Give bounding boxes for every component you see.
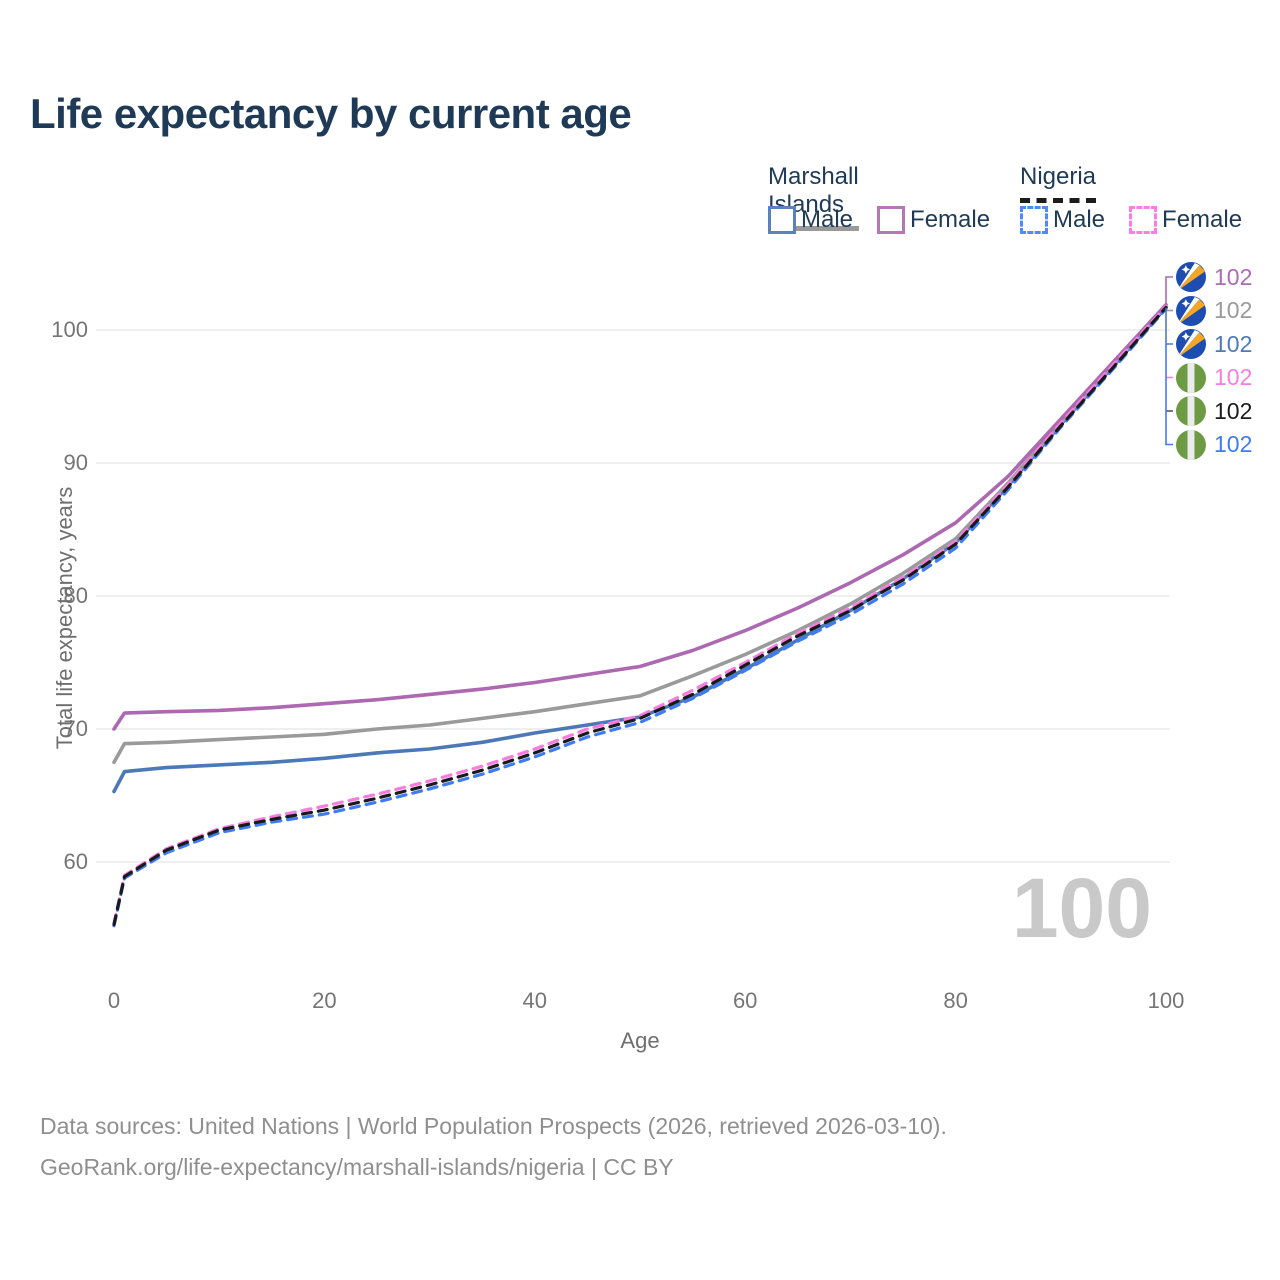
data-source-line-2: GeoRank.org/life-expectancy/marshall-isl… <box>40 1154 674 1180</box>
legend-item-label: Male <box>1053 206 1106 233</box>
end-label-row: 102 <box>1176 362 1253 393</box>
legend-group-marshall-islands: Marshall Islands Male Female <box>768 163 990 234</box>
y-tick-label-100: 100 <box>51 317 88 342</box>
nigeria-flag-icon <box>1176 429 1206 460</box>
end-label-connector <box>1165 307 1173 345</box>
x-tick-label-40: 40 <box>522 988 548 1013</box>
end-value-label: 102 <box>1214 431 1253 457</box>
data-source-line-1: Data sources: United Nations | World Pop… <box>40 1113 947 1139</box>
marshall-islands-flag-icon <box>1176 295 1206 326</box>
end-value-label: 102 <box>1214 364 1253 390</box>
end-label-row: 102 <box>1176 262 1252 292</box>
x-tick-label-100: 100 <box>1147 988 1185 1013</box>
legend-country-label: Marshall Islands <box>768 163 859 231</box>
legend-item-label: Female <box>1162 206 1243 233</box>
series-line-marshall-islands-female <box>112 302 1168 731</box>
legend-swatch-icon <box>1129 206 1158 234</box>
data-source-note: Data sources: United Nations | World Pop… <box>40 1106 947 1188</box>
marshall-islands-flag-icon <box>1176 262 1206 292</box>
legend-swatch-icon <box>877 206 906 234</box>
legend-swatch-icon <box>768 206 796 234</box>
x-tick-label-60: 60 <box>732 988 758 1013</box>
legend-item-label: Female <box>910 206 991 233</box>
y-tick-label-70: 70 <box>63 716 88 741</box>
legend-country-label: Nigeria <box>1020 163 1097 203</box>
y-tick-label-60: 60 <box>63 849 88 874</box>
legend-item-nigeria-male[interactable]: Male <box>1020 206 1105 234</box>
y-tick-label-90: 90 <box>63 450 88 475</box>
legend-item-label: Male <box>801 206 854 233</box>
page-title: Life expectancy by current age <box>30 90 632 137</box>
x-tick-label-80: 80 <box>943 988 968 1013</box>
legend-item-marshall-islands-female[interactable]: Female <box>877 206 990 234</box>
end-label-row: 102 <box>1176 396 1252 426</box>
end-value-label: 102 <box>1214 397 1253 424</box>
current-age-watermark: 100 <box>1011 861 1152 955</box>
legend-item-nigeria-female[interactable]: Female <box>1129 206 1242 234</box>
y-tick-label-80: 80 <box>63 583 88 608</box>
y-axis-title: Total life expectancy, years <box>52 486 77 750</box>
end-value-label: 102 <box>1214 263 1253 290</box>
end-value-label: 102 <box>1214 297 1253 323</box>
x-tick-label-20: 20 <box>312 988 337 1013</box>
legend-item-marshall-islands-male[interactable]: Male <box>768 206 853 234</box>
legend-swatch-icon <box>1020 206 1048 234</box>
series-line-nigeria-female <box>112 304 1168 925</box>
end-label-row: 102 <box>1176 329 1252 359</box>
end-label-connector <box>1165 276 1173 305</box>
nigeria-flag-icon <box>1176 396 1206 426</box>
end-value-label: 102 <box>1214 330 1253 357</box>
legend-items-row: Male Female <box>768 206 990 234</box>
marshall-islands-flag-icon <box>1176 329 1206 359</box>
legend-items-row: Male Female <box>1020 206 1242 234</box>
x-tick-label-0: 0 <box>107 988 121 1013</box>
x-axis-title: Age <box>620 1028 660 1053</box>
series-line-nigeria-male <box>112 307 1168 928</box>
end-label-connector <box>1165 344 1173 446</box>
end-label-row: 102 <box>1176 429 1253 460</box>
legend-group-nigeria: Nigeria Male Female <box>1020 163 1242 234</box>
series-line-marshall-islands-both <box>112 304 1168 765</box>
series-line-nigeria-both <box>112 305 1168 927</box>
nigeria-flag-icon <box>1176 362 1206 393</box>
end-label-row: 102 <box>1176 295 1253 326</box>
